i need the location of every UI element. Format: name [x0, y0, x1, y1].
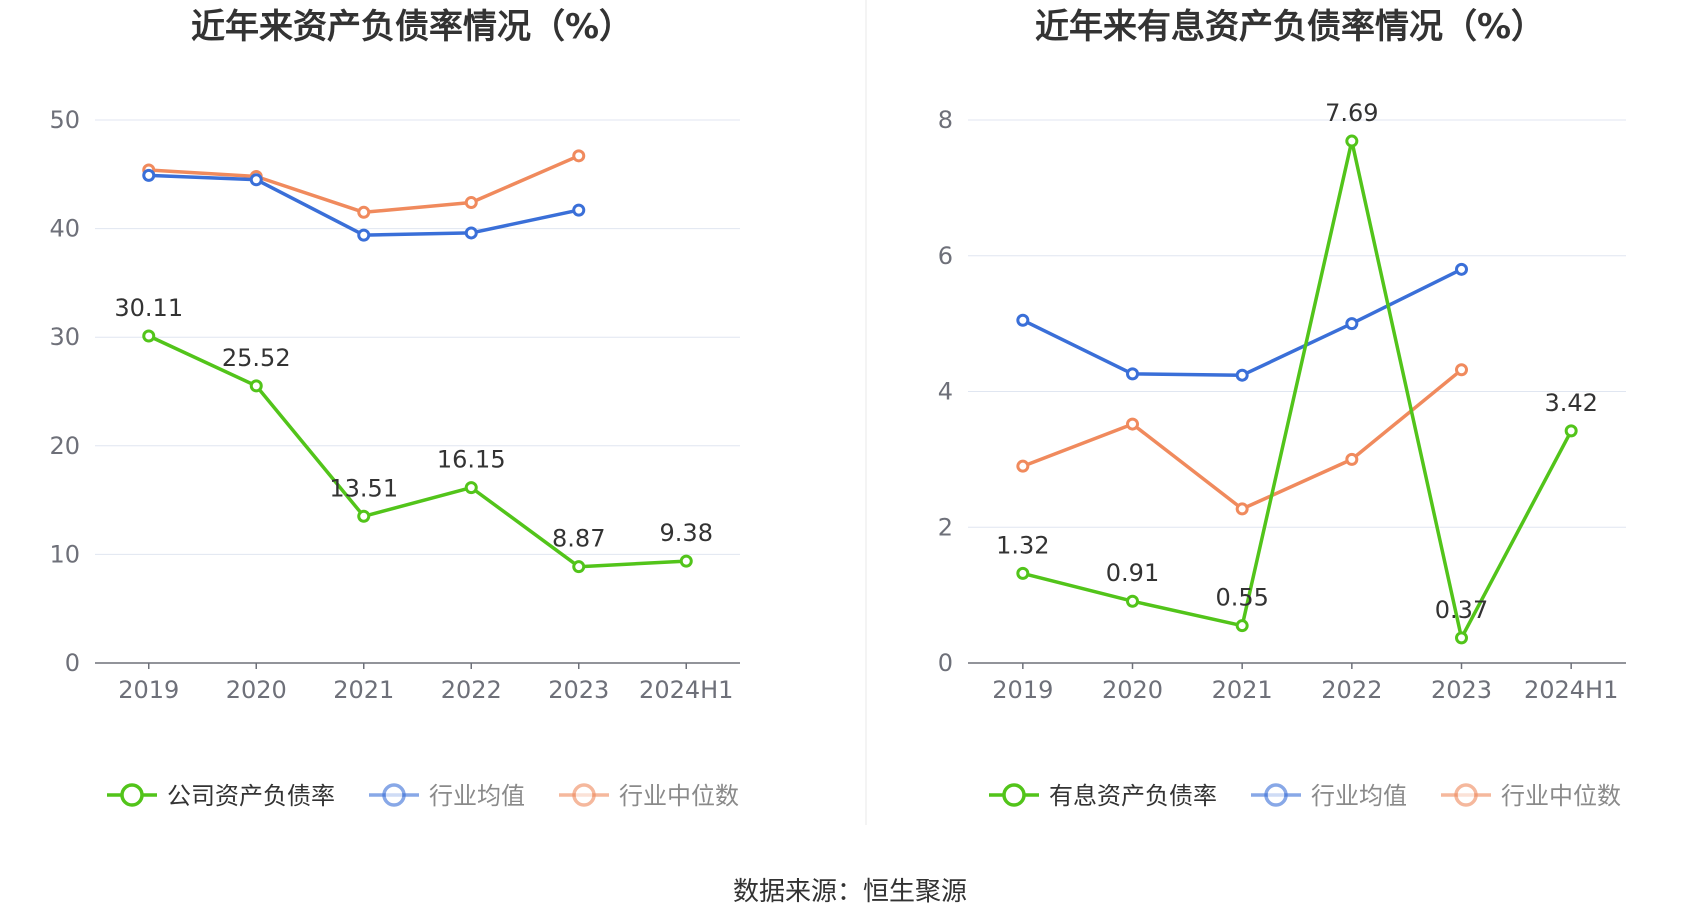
- data-label: 7.69: [1325, 99, 1378, 127]
- data-point: [249, 379, 263, 393]
- data-label: 8.87: [552, 525, 605, 553]
- data-point: [1235, 368, 1249, 382]
- legend-swatch-marker: [120, 783, 144, 807]
- data-label: 1.32: [996, 531, 1049, 559]
- y-tick-label: 2: [938, 513, 953, 541]
- data-point: [142, 168, 156, 182]
- y-tick-label: 10: [49, 540, 80, 568]
- data-point: [464, 196, 478, 210]
- legend-item-3: 行业中位数: [1441, 782, 1621, 810]
- x-tick-label: 2023: [1431, 676, 1492, 704]
- series-line-1: [148, 334, 687, 569]
- series-line-3: [1022, 368, 1463, 511]
- data-source-note: 数据来源：恒生聚源: [733, 877, 967, 907]
- series-line-2: [1022, 267, 1463, 377]
- data-label: 16.15: [437, 446, 506, 474]
- legend-label: 有息资产负债率: [1049, 782, 1217, 810]
- legend-item-3: 行业中位数: [559, 782, 739, 810]
- data-point: [572, 149, 586, 163]
- data-label: 13.51: [329, 474, 398, 502]
- data-point: [464, 226, 478, 240]
- x-tick-label: 2022: [441, 676, 502, 704]
- data-point: [1345, 134, 1359, 148]
- data-point: [572, 560, 586, 574]
- debt-ratio-chart: 近年来资产负债率情况（%） 0 10 20 30 40 50 2019 2020 2021 2022…: [49, 7, 740, 810]
- data-label: 9.38: [660, 519, 713, 547]
- legend-swatch-marker: [1002, 783, 1026, 807]
- x-tick-label: 2021: [1212, 676, 1273, 704]
- x-tick-label: 2019: [992, 676, 1053, 704]
- data-point: [1126, 594, 1139, 608]
- data-point: [1235, 502, 1249, 516]
- data-point: [357, 205, 371, 219]
- data-label: 0.91: [1106, 559, 1159, 587]
- data-point: [1455, 363, 1468, 377]
- x-tick-label: 2019: [118, 676, 179, 704]
- x-tick-label: 2024H1: [639, 676, 733, 704]
- y-tick-label: 6: [938, 242, 953, 270]
- x-tick-label: 2023: [548, 676, 609, 704]
- data-point: [464, 481, 478, 495]
- data-point: [1564, 424, 1578, 438]
- legend-item-2: 行业均值: [1251, 782, 1407, 810]
- y-tick-label: 0: [938, 649, 953, 677]
- chart-title: 近年来有息资产负债率情况（%）: [1035, 7, 1545, 47]
- x-tick-label: 2021: [333, 676, 394, 704]
- data-point: [1016, 313, 1030, 327]
- data-label: 0.55: [1215, 584, 1268, 612]
- legend-item-1: 公司资产负债率: [107, 782, 335, 810]
- data-point: [1126, 417, 1139, 431]
- data-point: [1016, 566, 1030, 580]
- series-line-1: [1022, 139, 1573, 640]
- x-tick-label: 2020: [226, 676, 287, 704]
- data-label: 25.52: [222, 344, 291, 372]
- legend-swatch-marker: [572, 783, 596, 807]
- legend-label: 公司资产负债率: [167, 782, 335, 810]
- legend-swatch-marker: [1454, 783, 1478, 807]
- interest-debt-ratio-chart: 近年来有息资产负债率情况（%） 0 2 4 6 8 2019 2020 2021 2022 2023…: [938, 7, 1626, 810]
- y-tick-label: 8: [938, 106, 953, 134]
- y-tick-label: 4: [938, 378, 953, 406]
- data-point: [357, 228, 371, 242]
- data-point: [1345, 317, 1359, 331]
- data-point: [142, 329, 156, 343]
- y-tick-label: 30: [49, 323, 80, 351]
- x-tick-label: 2020: [1102, 676, 1163, 704]
- data-point: [1455, 262, 1468, 276]
- data-point: [249, 173, 263, 187]
- data-label: 30.11: [114, 294, 183, 322]
- legend-label: 行业均值: [429, 782, 525, 810]
- legend-label: 行业均值: [1311, 782, 1407, 810]
- data-point: [357, 509, 371, 523]
- data-point: [1345, 452, 1359, 466]
- legend-swatch-marker: [382, 783, 406, 807]
- data-point: [1126, 367, 1139, 381]
- data-point: [679, 554, 693, 568]
- data-point: [572, 203, 586, 217]
- data-label: 3.42: [1544, 389, 1597, 417]
- y-tick-label: 0: [65, 649, 80, 677]
- x-tick-label: 2024H1: [1524, 676, 1618, 704]
- legend-label: 行业中位数: [1501, 782, 1621, 810]
- legend-item-2: 行业均值: [369, 782, 525, 810]
- legend-item-1: 有息资产负债率: [989, 782, 1217, 810]
- legend-label: 行业中位数: [619, 782, 739, 810]
- x-tick-label: 2022: [1321, 676, 1382, 704]
- data-point: [1016, 459, 1030, 473]
- data-point: [1455, 631, 1468, 645]
- chart-title: 近年来资产负债率情况（%）: [191, 7, 633, 47]
- y-tick-label: 40: [49, 215, 80, 243]
- legend-swatch-marker: [1264, 783, 1288, 807]
- y-tick-label: 50: [49, 106, 80, 134]
- series-line-3: [148, 154, 580, 215]
- data-point: [1235, 619, 1249, 633]
- data-label: 0.37: [1435, 596, 1488, 624]
- y-tick-label: 20: [49, 432, 80, 460]
